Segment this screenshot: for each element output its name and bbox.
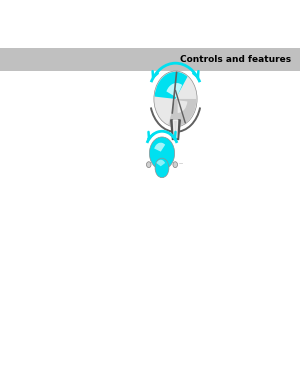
Wedge shape	[167, 83, 182, 97]
FancyBboxPatch shape	[0, 48, 300, 71]
Circle shape	[173, 162, 178, 168]
Text: —: —	[179, 162, 183, 166]
Wedge shape	[154, 72, 188, 99]
Polygon shape	[173, 120, 178, 137]
Wedge shape	[178, 100, 187, 113]
Circle shape	[154, 71, 197, 127]
Wedge shape	[156, 160, 165, 166]
Circle shape	[149, 137, 175, 170]
Polygon shape	[171, 120, 180, 139]
Text: Controls and features: Controls and features	[181, 55, 292, 64]
Circle shape	[146, 162, 151, 168]
Wedge shape	[168, 99, 196, 126]
Wedge shape	[154, 143, 165, 152]
Ellipse shape	[155, 158, 169, 178]
